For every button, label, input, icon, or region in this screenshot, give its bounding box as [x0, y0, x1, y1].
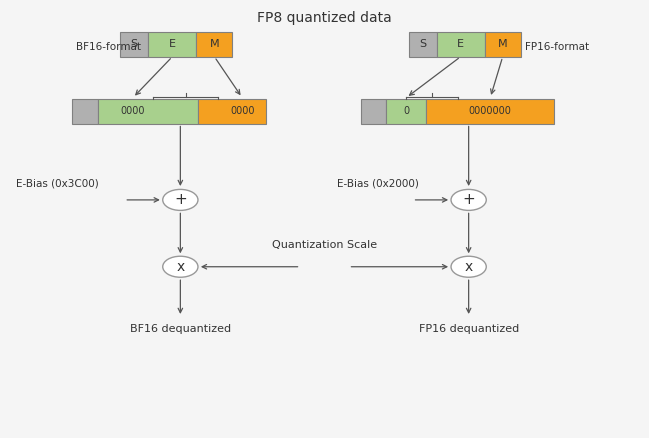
Bar — [437, 32, 485, 57]
Bar — [98, 99, 198, 124]
Circle shape — [451, 189, 486, 210]
Bar — [485, 32, 520, 57]
Text: x: x — [465, 260, 472, 274]
Bar — [409, 32, 437, 57]
Text: x: x — [177, 260, 184, 274]
Text: FP16 dequantized: FP16 dequantized — [419, 324, 519, 334]
Text: M: M — [210, 39, 219, 49]
Text: E-Bias (0x3C00): E-Bias (0x3C00) — [16, 178, 99, 188]
Bar — [72, 99, 98, 124]
Bar — [197, 32, 232, 57]
Text: S: S — [419, 39, 426, 49]
Bar — [426, 99, 554, 124]
Text: 0000: 0000 — [121, 106, 145, 116]
Text: FP8 quantized data: FP8 quantized data — [257, 11, 392, 25]
Bar — [361, 99, 386, 124]
Bar — [120, 32, 149, 57]
Text: 0000000: 0000000 — [469, 106, 511, 116]
Text: 0: 0 — [403, 106, 410, 116]
Bar — [149, 32, 197, 57]
Circle shape — [451, 256, 486, 277]
Text: +: + — [462, 192, 475, 208]
Text: M: M — [498, 39, 508, 49]
Bar — [198, 99, 266, 124]
Text: E: E — [457, 39, 464, 49]
Text: BF16-format: BF16-format — [76, 42, 141, 52]
Circle shape — [163, 189, 198, 210]
Text: E: E — [169, 39, 176, 49]
Text: +: + — [174, 192, 187, 208]
Bar — [386, 99, 426, 124]
Text: FP16-format: FP16-format — [524, 42, 589, 52]
Text: Quantization Scale: Quantization Scale — [272, 240, 377, 250]
Text: S: S — [130, 39, 138, 49]
Circle shape — [163, 256, 198, 277]
Text: 0000: 0000 — [230, 106, 254, 116]
Text: BF16 dequantized: BF16 dequantized — [130, 324, 231, 334]
Text: E-Bias (0x2000): E-Bias (0x2000) — [337, 178, 419, 188]
